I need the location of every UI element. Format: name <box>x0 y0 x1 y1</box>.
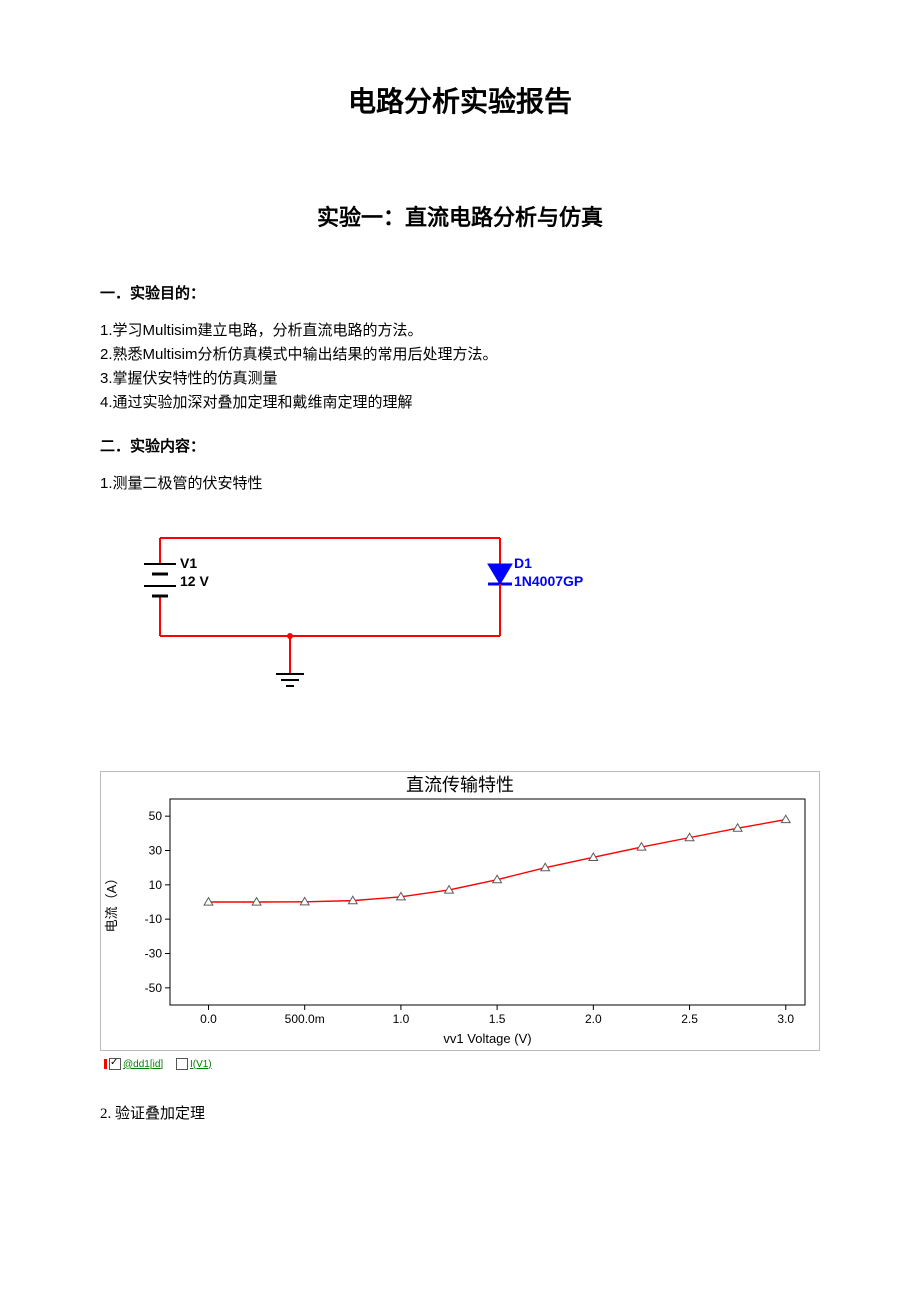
svg-text:vv1 Voltage (V): vv1 Voltage (V) <box>443 1031 531 1046</box>
svg-text:D1: D1 <box>514 555 532 571</box>
svg-text:10: 10 <box>149 878 163 892</box>
circuit-schematic: V1 12 V D1 1N4007GP <box>100 516 820 741</box>
iv-chart: 直流传输特性 -50 -30 -10 10 30 50 0.0 500.0m 1.0 1.5 2.0 2… <box>100 771 820 1072</box>
svg-text:12 V: 12 V <box>180 573 209 589</box>
section-content-head: 二．实验内容： <box>100 435 820 456</box>
legend-item-2: I(V1) <box>190 1059 212 1070</box>
svg-text:0.0: 0.0 <box>200 1012 217 1026</box>
svg-text:2.0: 2.0 <box>585 1012 602 1026</box>
experiment-title: 实验一：直流电路分析与仿真 <box>100 200 820 232</box>
purpose-line-2: 2.熟悉Multisim分析仿真模式中输出结果的常用后处理方法。 <box>100 343 820 367</box>
svg-text:1N4007GP: 1N4007GP <box>514 573 583 589</box>
legend-checkbox-2[interactable] <box>176 1058 188 1070</box>
svg-text:-50: -50 <box>145 981 163 995</box>
svg-text:2.5: 2.5 <box>681 1012 698 1026</box>
svg-text:-10: -10 <box>145 912 163 926</box>
chart-legend: @dd1[id] I(V1) <box>100 1056 820 1072</box>
svg-text:直流传输特性: 直流传输特性 <box>406 775 514 795</box>
svg-text:50: 50 <box>149 809 163 823</box>
content-line-1: 1.测量二极管的伏安特性 <box>100 472 820 496</box>
purpose-line-1: 1.学习Multisim建立电路，分析直流电路的方法。 <box>100 319 820 343</box>
purpose-line-3: 3.掌握伏安特性的仿真测量 <box>100 367 820 391</box>
svg-text:30: 30 <box>149 844 163 858</box>
legend-item-1: @dd1[id] <box>123 1059 163 1070</box>
svg-text:电流（A）: 电流（A） <box>104 872 119 933</box>
section-purpose-head: 一．实验目的： <box>100 282 820 303</box>
svg-text:3.0: 3.0 <box>777 1012 794 1026</box>
svg-text:1.5: 1.5 <box>489 1012 506 1026</box>
legend-color-swatch <box>104 1059 107 1069</box>
svg-text:500.0m: 500.0m <box>285 1012 325 1026</box>
page-title: 电路分析实验报告 <box>100 80 820 120</box>
purpose-line-4: 4.通过实验加深对叠加定理和戴维南定理的理解 <box>100 391 820 415</box>
svg-text:V1: V1 <box>180 555 197 571</box>
svg-text:1.0: 1.0 <box>393 1012 410 1026</box>
svg-text:-30: -30 <box>145 947 163 961</box>
legend-checkbox-1[interactable] <box>109 1058 121 1070</box>
content-line-2: 2. 验证叠加定理 <box>100 1102 820 1126</box>
